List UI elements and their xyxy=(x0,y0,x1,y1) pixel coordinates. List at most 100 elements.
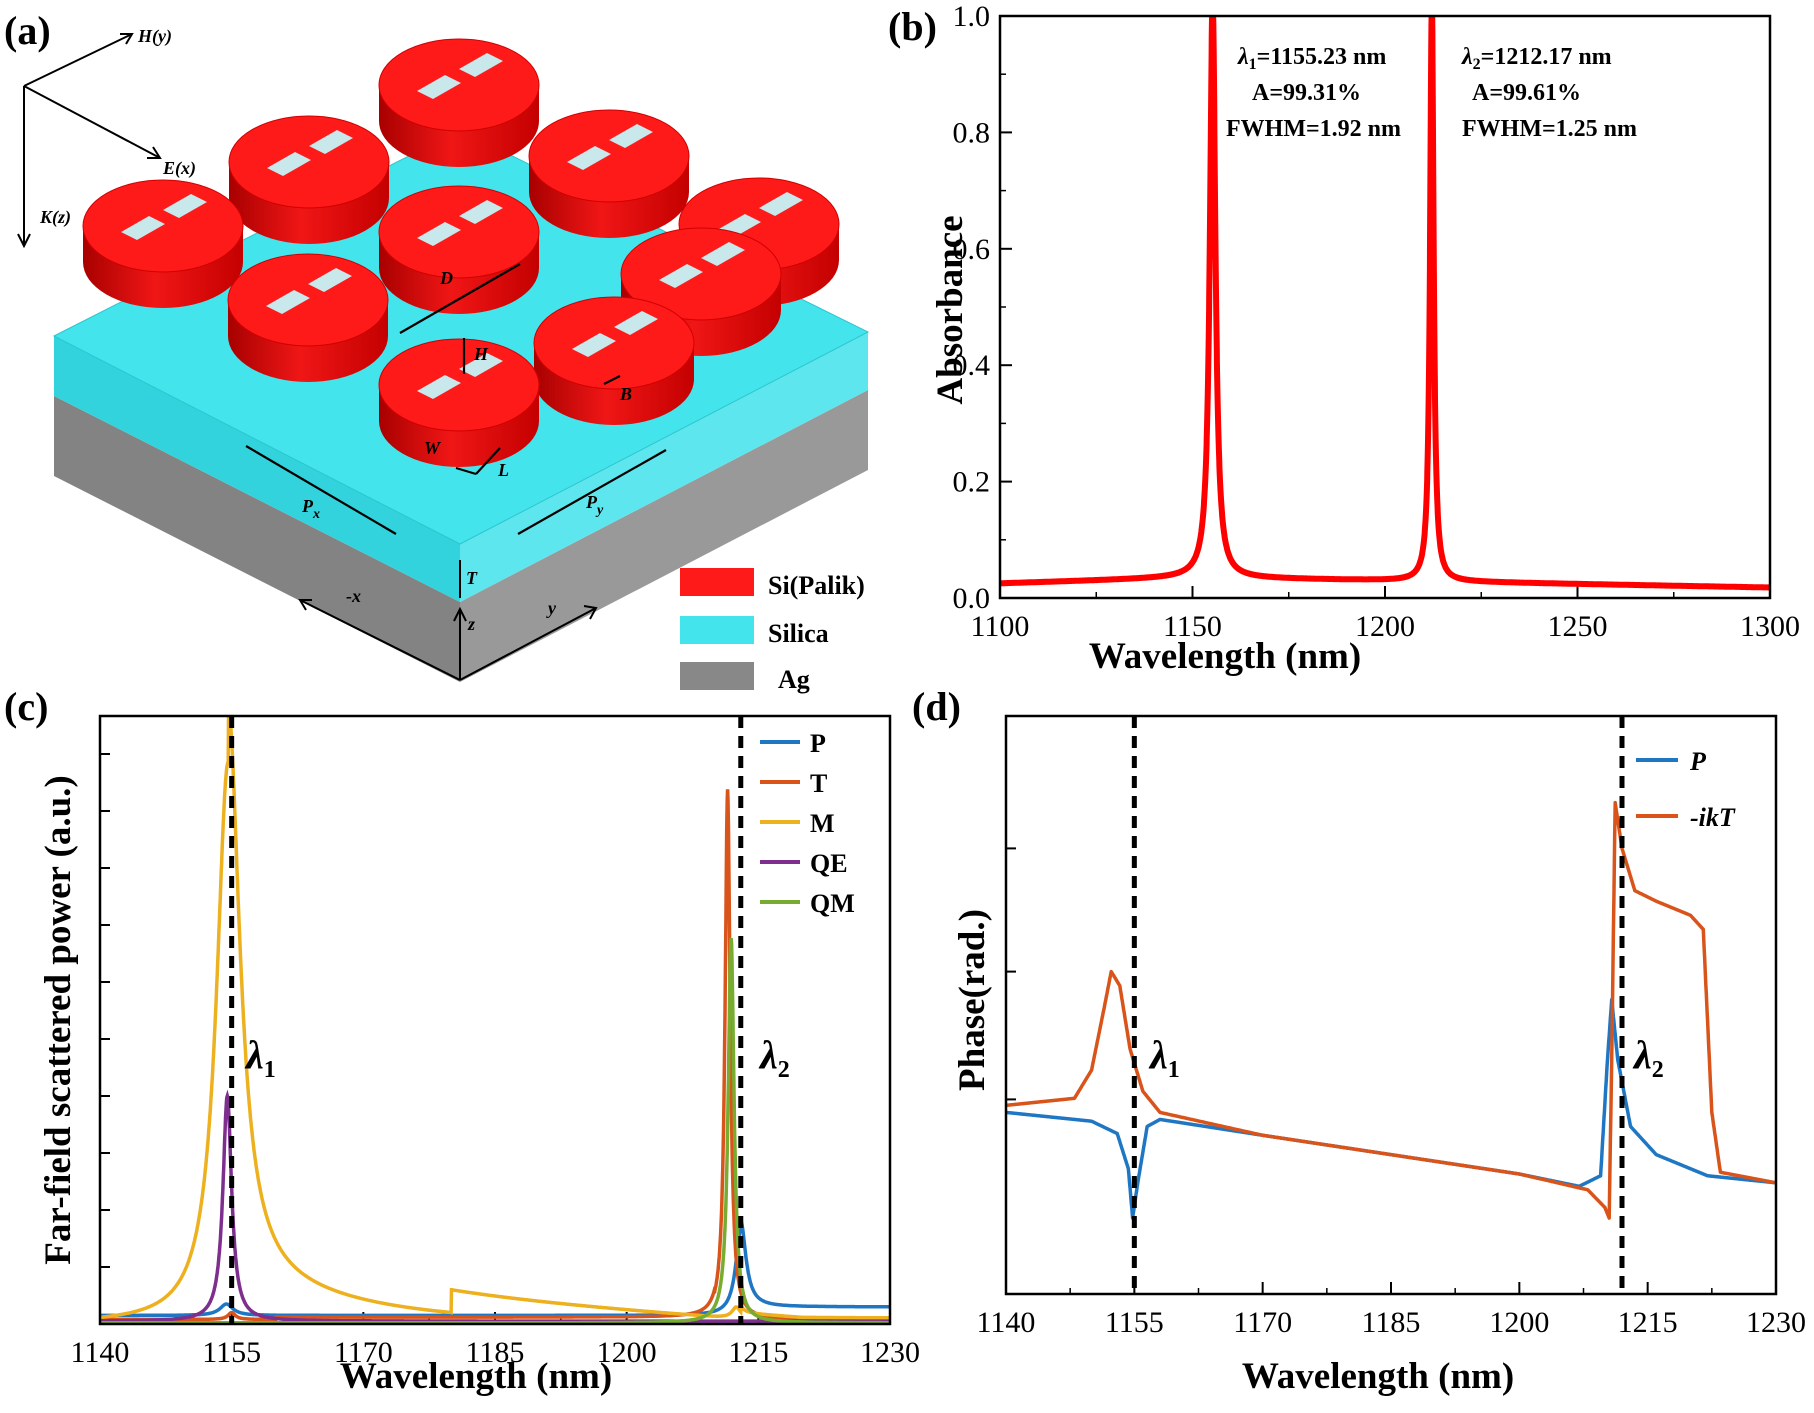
b-annotation-1-line3: FWHM=1.92 nm xyxy=(1226,116,1401,142)
h-field-label: H(y) xyxy=(137,26,172,47)
disk-top xyxy=(378,185,540,279)
panel-d-label: (d) xyxy=(912,684,961,729)
disk-top xyxy=(378,38,540,132)
c-legend-label-t: T xyxy=(810,769,827,798)
silica-front-right xyxy=(460,332,868,602)
c-legend-label-p: P xyxy=(810,729,826,758)
b-x-tick-label: 1200 xyxy=(1355,610,1415,643)
b-y-tick-label: 0.8 xyxy=(953,116,991,149)
d-x-tick-label: 1215 xyxy=(1618,1306,1678,1339)
disk-slot xyxy=(417,222,461,246)
c-lambda2-label: λ2 xyxy=(758,1032,790,1083)
disk-slot xyxy=(759,192,803,216)
disk-top xyxy=(533,296,695,390)
b-label: B xyxy=(619,384,632,404)
c-legend-label-qe: QE xyxy=(810,849,848,878)
k-vector-label: K(z) xyxy=(39,207,71,228)
c-series-line-qe xyxy=(100,1089,890,1323)
c-plot-area: 1140 1155 1170 1185 1200 1215 1230 xyxy=(71,714,920,1369)
b-annotation-1: λ1=1155.23 nm A=99.31% FWHM=1.92 nm xyxy=(1226,44,1401,142)
d-x-tick-label: 1230 xyxy=(1746,1306,1806,1339)
b-annotation-1-line2: A=99.31% xyxy=(1252,80,1361,106)
panel-b-label: (b) xyxy=(888,4,937,49)
disk-slot xyxy=(459,200,503,224)
c-x-tick-label: 1155 xyxy=(202,1336,261,1369)
e-field-label: E(x) xyxy=(162,158,196,179)
disk-slot xyxy=(659,264,703,288)
d-x-tick-label: 1200 xyxy=(1489,1306,1549,1339)
dimension-arrows xyxy=(245,263,667,535)
z-axis-label: z xyxy=(467,614,475,634)
b-absorbance-line xyxy=(1000,16,1770,591)
c-x-tick-label: 1140 xyxy=(71,1336,130,1369)
material-legend: Si(Palik) Silica Ag xyxy=(680,568,865,694)
ag-substrate-front-left xyxy=(54,396,460,682)
c-x-tick-label: 1185 xyxy=(466,1336,525,1369)
silicon-disk xyxy=(378,38,540,167)
silicon-disk xyxy=(228,115,390,244)
disk-slot xyxy=(308,268,352,292)
disk-slot xyxy=(614,311,658,335)
b-y-tick-label: 0.4 xyxy=(953,349,991,382)
d-lambda1-label: λ1 xyxy=(1148,1032,1180,1083)
legend-swatch-ag xyxy=(680,662,754,690)
c-lambda1-label: λ1 xyxy=(244,1032,276,1083)
c-x-tick-label: 1215 xyxy=(728,1336,788,1369)
d-y-axis-title: Phase(rad.) xyxy=(952,909,993,1091)
silicon-disk-array xyxy=(82,38,840,467)
disk-slot xyxy=(459,353,503,377)
b-annotation-2: λ2=1212.17 nm A=99.61% FWHM=1.25 nm xyxy=(1461,44,1637,142)
silicon-disk xyxy=(378,338,540,467)
field-axes xyxy=(17,33,162,249)
disk-slot xyxy=(417,375,461,399)
d-legend: P -ikT xyxy=(1636,747,1736,832)
d-x-tick-label: 1185 xyxy=(1362,1306,1421,1339)
panel-b: (b) Wavelength (nm) Absorbance 0.0 0.2 0.4… xyxy=(888,0,1800,677)
d-x-tick-label: 1170 xyxy=(1233,1306,1292,1339)
c-series-line-m xyxy=(100,716,890,1320)
b-x-tick-label: 1250 xyxy=(1548,610,1608,643)
b-axes-frame xyxy=(998,14,1772,600)
disk-slot xyxy=(309,130,353,154)
panel-a: (a) H(y) E(x) K(z) T xyxy=(4,8,870,694)
disk-slot xyxy=(417,75,461,99)
px-label: Px xyxy=(301,496,320,522)
b-x-tick-label: 1300 xyxy=(1740,610,1800,643)
b-x-tick-label: 1150 xyxy=(1163,610,1222,643)
b-y-axis-title: Absorbance xyxy=(930,215,971,404)
c-legend-label-qm: QM xyxy=(810,889,855,918)
c-legend-label-m: M xyxy=(810,809,835,838)
b-plot-area: 0.0 0.2 0.4 0.6 0.8 1.0 1100 1150 1200 1250 1300 xyxy=(953,0,1801,643)
d-series-line-p xyxy=(1006,998,1776,1220)
ag-substrate-front-right xyxy=(460,390,868,682)
silicon-disk xyxy=(82,179,244,308)
b-annotation-2-line2: A=99.61% xyxy=(1472,80,1581,106)
b-y-tick-label: 1.0 xyxy=(953,0,991,33)
disk-slot xyxy=(572,333,616,357)
panel-a-label: (a) xyxy=(4,8,51,53)
c-x-tick-label: 1230 xyxy=(860,1336,920,1369)
d-axes-frame xyxy=(1004,714,1778,1296)
c-x-tick-label: 1200 xyxy=(597,1336,657,1369)
disk-slot xyxy=(267,152,311,176)
b-x-axis-title: Wavelength (nm) xyxy=(1089,636,1361,677)
silicon-disk xyxy=(533,296,695,425)
d-legend-label-2: -ikT xyxy=(1690,803,1736,832)
disk-slot xyxy=(609,124,653,148)
disk-top xyxy=(82,179,244,273)
b-x-tick-label: 1100 xyxy=(971,610,1030,643)
silica-front-left xyxy=(54,336,460,602)
y-axis-label: y xyxy=(546,598,557,618)
d-label: D xyxy=(439,268,453,288)
b-y-tick-label: 0.2 xyxy=(953,466,991,499)
disk-slot xyxy=(163,194,207,218)
b-y-tick-label: 0.0 xyxy=(953,582,991,615)
legend-swatch-si xyxy=(680,568,754,596)
substrate-axes xyxy=(298,599,598,681)
d-x-tick-label: 1155 xyxy=(1105,1306,1164,1339)
c-legend: PTM QE QM xyxy=(760,729,855,918)
legend-swatch-silica xyxy=(680,616,754,644)
c-y-axis-title: Far-field scattered power (a.u.) xyxy=(38,775,79,1264)
d-plot-area: 1140 1155 1170 1185 1200 1215 1230 xyxy=(977,714,1806,1339)
